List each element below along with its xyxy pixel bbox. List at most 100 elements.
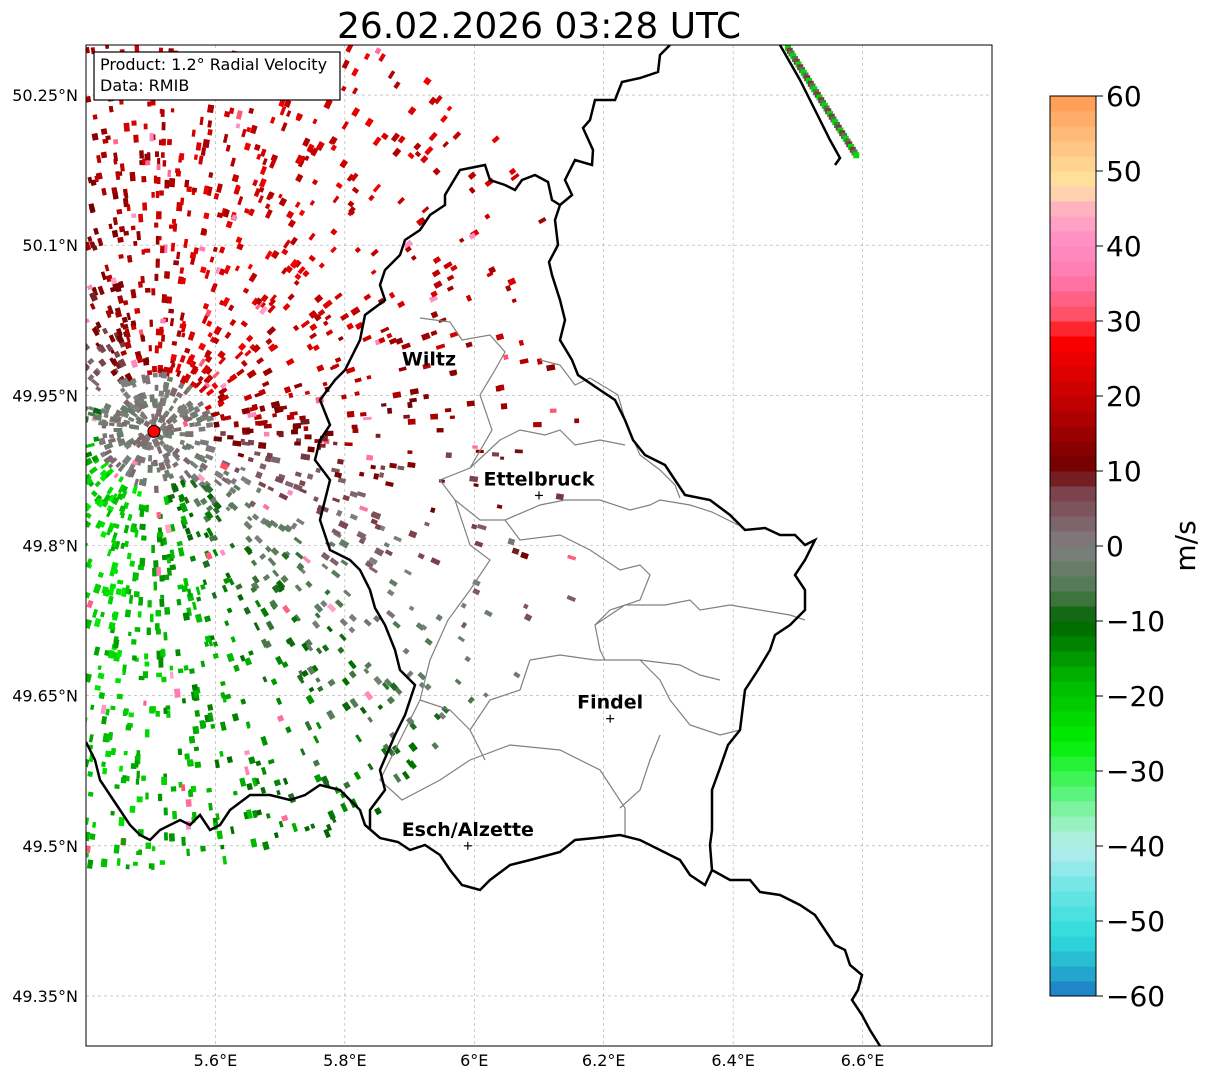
- colorbar-band: [1050, 636, 1096, 652]
- radar-echo-pixel: [248, 272, 258, 283]
- radar-echo-pixel: [121, 485, 128, 494]
- radar-echo-pixel: [307, 146, 315, 154]
- radar-echo-pixel: [141, 775, 146, 781]
- radar-echo-pixel: [162, 160, 167, 167]
- radar-echo-pixel: [449, 415, 455, 419]
- radar-echo-pixel: [90, 378, 100, 387]
- radar-echo-pixel: [196, 473, 206, 483]
- radar-echo-pixel: [251, 403, 259, 411]
- radar-echo-pixel: [269, 159, 277, 169]
- radar-echo-pixel: [230, 477, 238, 485]
- radar-echo-pixel: [120, 777, 127, 784]
- radar-echo-pixel: [171, 461, 179, 468]
- radar-echo-pixel: [103, 402, 112, 411]
- radar-echo-pixel: [407, 106, 417, 116]
- radar-echo-pixel: [223, 209, 230, 218]
- radar-echo-pixel: [91, 133, 99, 141]
- radar-echo-pixel: [225, 490, 233, 498]
- radar-echo-pixel: [430, 310, 439, 319]
- radar-echo-pixel: [102, 588, 111, 597]
- lon-tick-label: 6.4°E: [711, 1051, 755, 1070]
- radar-echo-pixel: [373, 473, 380, 480]
- radar-echo-pixel: [413, 142, 422, 151]
- radar-echo-pixel: [295, 551, 304, 560]
- radar-echo-pixel: [414, 150, 422, 158]
- colorbar-band: [1050, 471, 1096, 487]
- radar-echo-pixel: [119, 507, 126, 516]
- radar-echo-pixel: [108, 494, 116, 503]
- radar-echo-pixel: [155, 151, 159, 157]
- radar-echo-pixel: [341, 701, 352, 712]
- radar-echo-pixel: [206, 527, 214, 537]
- radar-echo-pixel: [260, 148, 267, 158]
- radar-echo-pixel: [142, 477, 147, 487]
- radar-echo-pixel: [212, 548, 219, 557]
- radar-echo-pixel: [410, 255, 417, 261]
- radar-echo-pixel: [275, 583, 285, 593]
- radar-echo-pixel: [286, 110, 292, 118]
- radar-echo-pixel: [114, 361, 122, 370]
- radar-echo-pixel: [341, 120, 349, 130]
- radar-site-marker[interactable]: [147, 424, 161, 438]
- radar-echo-pixel: [220, 680, 226, 687]
- radar-echo-pixel: [386, 332, 393, 339]
- radar-echo-pixel: [314, 612, 321, 619]
- radar-echo-pixel: [163, 271, 170, 279]
- radar-echo-pixel: [139, 557, 146, 567]
- radar-echo-pixel: [253, 622, 261, 631]
- radar-echo-pixel: [433, 712, 442, 721]
- radar-echo-pixel: [166, 430, 174, 436]
- radar-echo-pixel: [233, 484, 241, 492]
- radar-echo-pixel: [285, 210, 295, 219]
- radar-echo-pixel: [166, 296, 172, 304]
- radar-echo-pixel: [159, 598, 165, 607]
- radar-echo-pixel: [248, 107, 254, 114]
- city-labels: Wiltz Ettelbruck Findel Esch/Alzette: [402, 348, 643, 850]
- radar-echo-pixel: [91, 455, 99, 463]
- radar-echo-pixel: [116, 649, 123, 657]
- radar-echo-pixel: [152, 372, 158, 378]
- radar-echo-pixel: [401, 342, 411, 350]
- radar-echo-pixel: [163, 632, 168, 641]
- radar-echo-pixel: [392, 620, 401, 629]
- radar-echo-pixel: [393, 773, 402, 783]
- radar-echo-pixel: [244, 766, 250, 776]
- radar-echo-pixel: [187, 331, 196, 341]
- radar-echo-pixel: [108, 105, 114, 113]
- radar-echo-pixel: [88, 466, 98, 475]
- radar-echo-pixel: [125, 724, 132, 731]
- radar-echo-pixel: [193, 154, 198, 160]
- radar-echo-pixel: [187, 210, 192, 217]
- colorbar-tick-label: 30: [1106, 305, 1142, 338]
- radar-echo-pixel: [507, 538, 516, 546]
- radar-echo-pixel: [430, 557, 441, 566]
- radar-echo-pixel: [271, 521, 278, 528]
- radar-echo-pixel: [294, 201, 301, 209]
- radar-echo-pixel: [144, 153, 151, 162]
- radar-echo-pixel: [135, 417, 143, 426]
- radar-echo-pixel: [431, 269, 441, 278]
- radar-echo-pixel: [112, 652, 117, 658]
- radar-echo-pixel: [290, 522, 298, 530]
- radar-echo-pixel: [124, 540, 129, 548]
- radar-echo-pixel: [146, 627, 151, 635]
- radar-echo-pixel: [280, 405, 288, 411]
- radar-echo-pixel: [270, 249, 280, 260]
- radar-echo-pixel: [372, 183, 382, 193]
- radar-echo-pixel: [221, 476, 228, 483]
- radar-site-dot[interactable]: [147, 424, 161, 438]
- radar-echo-pixel: [341, 677, 350, 686]
- radar-echo-pixel: [432, 256, 442, 264]
- colorbar-tick-label: −20: [1106, 680, 1165, 713]
- radar-echo-pixel: [268, 298, 276, 307]
- radar-echo-pixel: [283, 386, 292, 394]
- radar-echo-pixel: [398, 366, 407, 372]
- radar-echo-pixel: [278, 431, 284, 438]
- radar-echo-pixel: [392, 391, 402, 399]
- radar-echo-pixel: [138, 597, 144, 606]
- radar-echo-pixel: [163, 832, 168, 841]
- radar-echo-pixel: [395, 337, 404, 345]
- radar-echo-pixel: [375, 433, 381, 438]
- radar-echo-pixel: [511, 547, 520, 555]
